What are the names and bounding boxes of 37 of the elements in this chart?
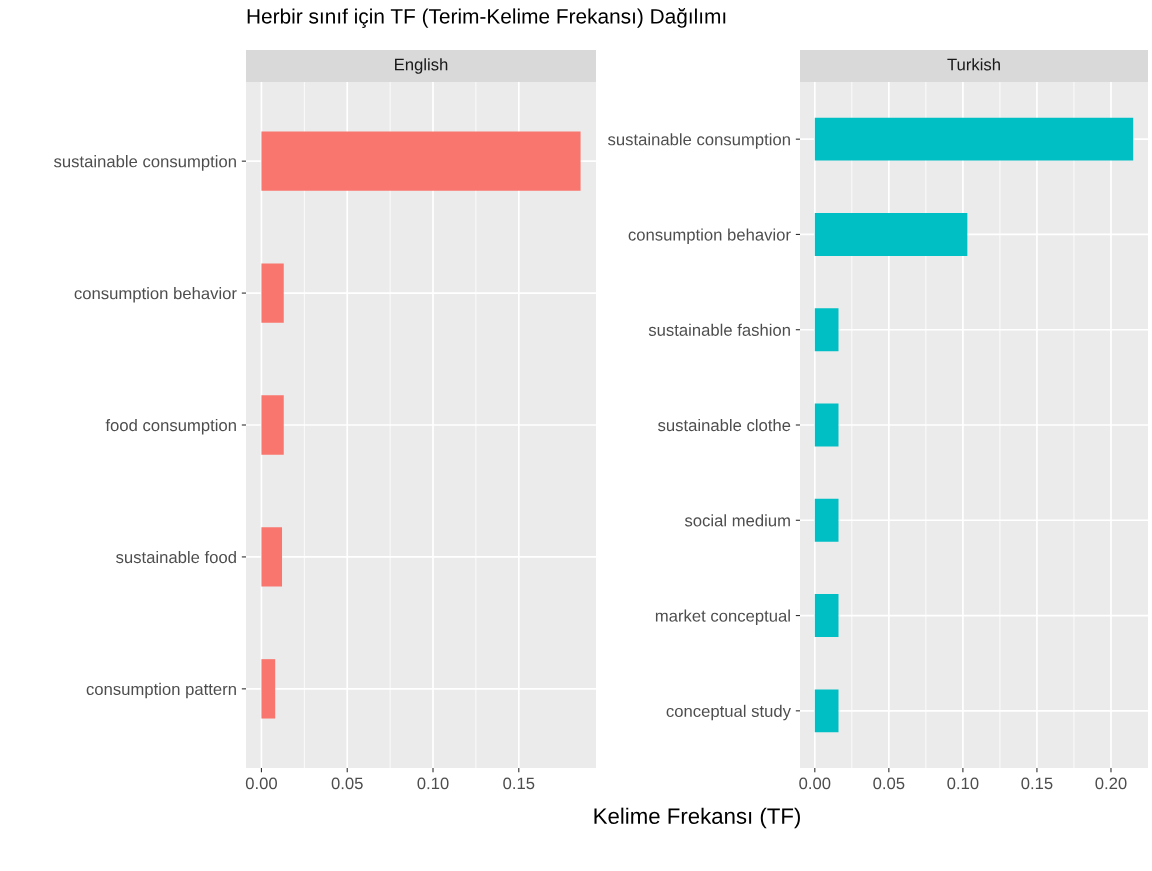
bar [814,498,839,542]
x-tick-label: 0.15 [503,777,535,790]
bar [814,308,839,352]
x-tick-label: 0.05 [873,777,905,790]
x-tick-label: 0.10 [947,777,979,790]
x-tick-label: 0.10 [417,777,449,790]
x-tick-label: 0.00 [799,777,831,790]
bar [814,117,1134,161]
bar [261,659,276,719]
bar [261,527,283,587]
x-tick-label: 0.15 [1021,777,1053,790]
bar [814,213,968,256]
bar [261,395,284,455]
chart-title: English [395,58,448,74]
y-tick-label: sustainable consumption [608,133,790,149]
x-tick-label: 0.00 [245,777,278,790]
x-tick-label: 0.20 [1095,777,1127,790]
x-tick-label: 0.05 [331,777,363,790]
y-tick-label: sustainable fashion [648,323,790,336]
y-tick-label: conceptual study [666,704,791,721]
y-tick-label: consumption pattern [86,682,236,699]
y-tick-label: sustainable clothe [658,418,791,432]
bar [814,689,839,733]
y-tick-label: market conceptual [655,609,790,626]
bar [261,263,284,323]
bar [814,594,839,637]
bar [814,403,839,447]
y-tick-label: social medium [684,514,790,527]
text: Herbir sınıf için TF (Terim-Kelime Frekansı) Dağılımı [247,8,726,28]
y-tick-label: consumption behavior [628,228,791,244]
y-tick-label: food consumption [105,418,236,435]
y-tick-label: sustainable consumption [54,155,236,171]
text: Kelime Frekansı (TF) [594,807,800,829]
y-tick-label: consumption behavior [74,287,237,303]
chart-title: Turkish [947,58,1000,71]
bar [261,131,581,191]
y-tick-label: sustainable food [116,550,236,564]
